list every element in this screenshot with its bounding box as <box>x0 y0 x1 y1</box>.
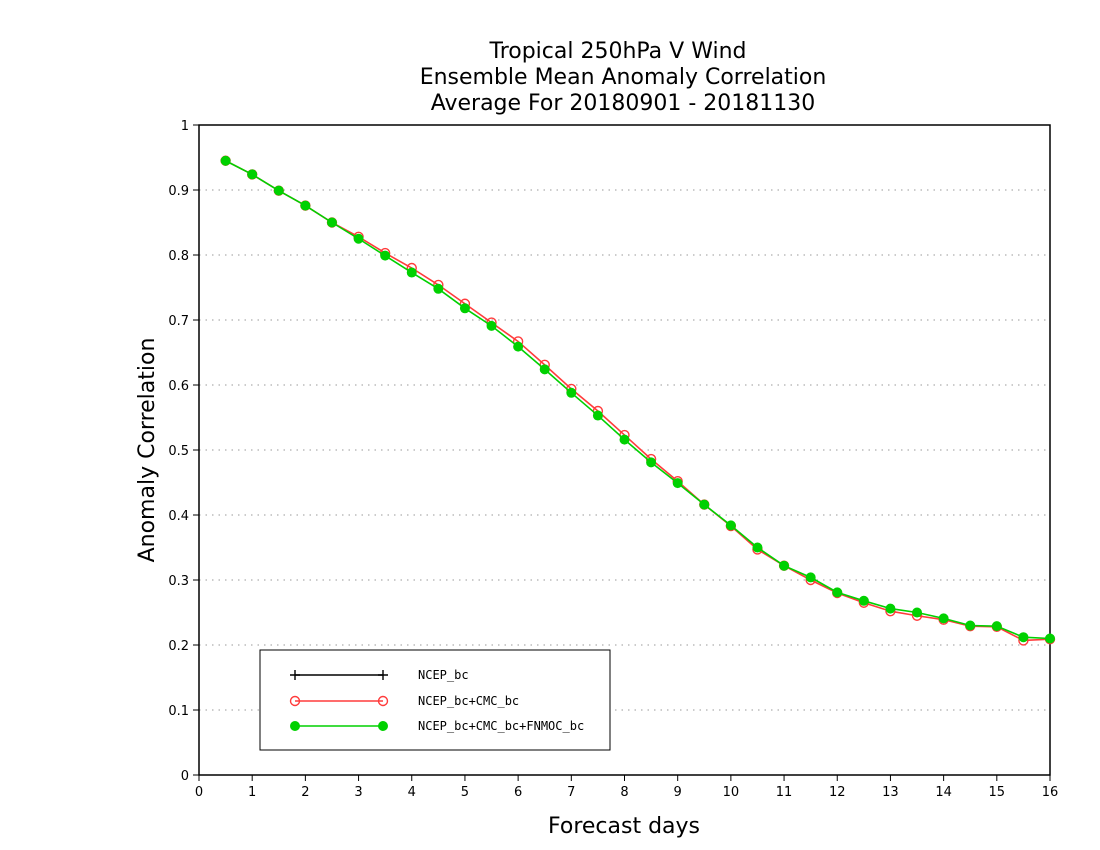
y-tick-label: 0.3 <box>168 574 189 589</box>
x-tick-label: 15 <box>989 785 1006 800</box>
x-tick-label: 4 <box>408 785 416 800</box>
data-point <box>380 250 391 261</box>
legend-marker <box>378 721 388 731</box>
y-tick-label: 0 <box>181 769 189 784</box>
x-tick-label: 1 <box>248 785 256 800</box>
data-point <box>513 341 524 352</box>
legend-marker <box>290 670 300 680</box>
chart-title-line-3: Average For 20180901 - 20181130 <box>431 91 816 116</box>
chart-title: Tropical 250hPa V Wind Ensemble Mean Ano… <box>420 39 827 116</box>
grid-lines <box>199 189 1050 711</box>
data-point <box>539 364 550 375</box>
x-tick-label: 11 <box>776 785 793 800</box>
data-point <box>566 387 577 398</box>
legend-label: NCEP_bc <box>418 668 469 682</box>
legend-marker <box>289 695 301 707</box>
data-point <box>1045 633 1055 644</box>
legend-label: NCEP_bc+CMC_bc+FNMOC_bc <box>418 719 584 733</box>
x-axis-label: Forecast days <box>548 814 700 839</box>
legend-box <box>259 649 611 751</box>
y-tick-label: 0.7 <box>168 314 189 329</box>
data-point <box>486 320 497 331</box>
data-point <box>592 410 603 421</box>
data-point <box>805 572 816 583</box>
data-point <box>619 434 630 445</box>
data-point <box>938 613 949 624</box>
legend-item-3: NCEP_bc+CMC_bc+FNMOC_bc <box>290 719 584 733</box>
chart-title-line-2: Ensemble Mean Anomaly Correlation <box>420 65 827 90</box>
data-point <box>672 478 683 489</box>
data-point <box>646 457 657 468</box>
data-point <box>885 603 896 614</box>
x-tick-label: 9 <box>674 785 682 800</box>
data-point <box>965 620 976 631</box>
data-point <box>433 283 444 294</box>
legend: NCEP_bc NCEP_bc+CMC_bc NCEP_bc+CMC_bc+FNMO… <box>259 649 611 751</box>
x-tick-label: 5 <box>461 785 469 800</box>
data-point <box>858 595 869 606</box>
y-tick-label: 0.6 <box>168 379 189 394</box>
data-point <box>326 217 337 228</box>
y-tick-label: 0.9 <box>168 184 189 199</box>
data-point <box>300 200 311 211</box>
data-point <box>247 169 258 180</box>
y-axis-ticks: 0 0.1 0.2 0.3 0.4 0.5 0.6 0.7 0.8 0.9 1 <box>168 119 199 784</box>
data-point <box>406 267 417 278</box>
data-point <box>725 520 736 531</box>
data-point <box>752 542 763 553</box>
x-axis-ticks: 0 1 2 3 4 5 6 7 8 9 10 11 12 13 14 15 16 <box>195 775 1058 800</box>
legend-label: NCEP_bc+CMC_bc <box>418 694 519 708</box>
legend-marker <box>378 670 388 680</box>
x-tick-label: 2 <box>301 785 309 800</box>
data-point <box>699 499 710 510</box>
data-point <box>912 607 923 618</box>
y-tick-label: 0.4 <box>168 509 189 524</box>
y-tick-label: 0.2 <box>168 639 189 654</box>
x-tick-label: 0 <box>195 785 203 800</box>
y-tick-label: 0.5 <box>168 444 189 459</box>
data-point <box>459 303 470 314</box>
legend-marker <box>290 721 300 731</box>
series-line <box>225 160 1051 640</box>
x-tick-label: 13 <box>882 785 899 800</box>
chart-title-line-1: Tropical 250hPa V Wind <box>488 39 746 64</box>
x-tick-label: 8 <box>620 785 628 800</box>
x-tick-label: 3 <box>354 785 362 800</box>
legend-item-1: NCEP_bc <box>290 668 469 682</box>
data-point <box>220 155 231 166</box>
x-tick-label: 10 <box>723 785 740 800</box>
data-point <box>273 185 284 196</box>
legend-items: NCEP_bc NCEP_bc+CMC_bc NCEP_bc+CMC_bc+FNMO… <box>289 668 584 733</box>
x-tick-label: 6 <box>514 785 522 800</box>
x-tick-label: 7 <box>567 785 575 800</box>
y-tick-label: 0.8 <box>168 249 189 264</box>
series-layer <box>220 155 1056 646</box>
x-tick-label: 16 <box>1042 785 1059 800</box>
data-point <box>353 233 364 244</box>
x-tick-label: 14 <box>935 785 952 800</box>
data-point <box>991 621 1002 632</box>
data-point <box>832 587 843 598</box>
data-point <box>779 560 790 571</box>
y-tick-label: 1 <box>181 119 189 134</box>
legend-marker <box>377 695 389 707</box>
legend-item-2: NCEP_bc+CMC_bc <box>289 694 519 708</box>
x-tick-label: 12 <box>829 785 846 800</box>
series-ncep-bc-cmc-bc-fnmoc-bc <box>220 155 1055 644</box>
data-point <box>1018 632 1029 643</box>
y-axis-label: Anomaly Correlation <box>135 338 160 563</box>
y-tick-label: 0.1 <box>168 704 189 719</box>
series-ncep-bc-cmc-bc <box>220 155 1056 646</box>
